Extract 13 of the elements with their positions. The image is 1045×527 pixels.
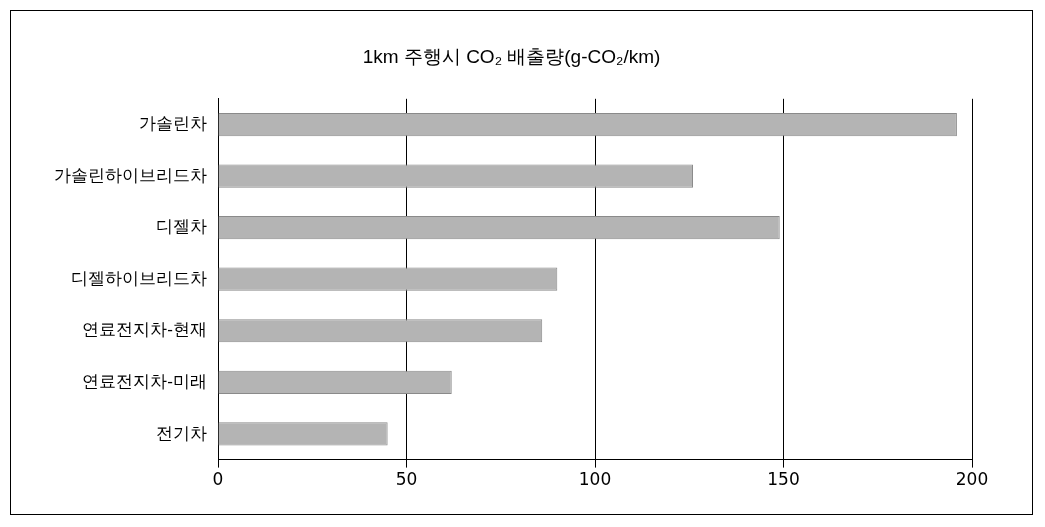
- y-tick-label: 연료전지차-현재: [82, 320, 207, 340]
- x-tick-label: 0: [212, 469, 224, 490]
- x-tick-label: 150: [767, 469, 800, 490]
- y-tick-label: 가솔린하이브리드차: [54, 165, 207, 185]
- chart-title: 1km 주행시 CO₂ 배출량(g-CO₂/km): [362, 45, 661, 67]
- x-tick-label: 100: [578, 469, 612, 490]
- y-tick-label: 연료전지차-미래: [82, 371, 207, 391]
- y-tick-label: 디젤차: [156, 217, 207, 237]
- y-tick-label: 디젤하이브리드차: [71, 268, 207, 288]
- y-tick-label: 가솔린차: [139, 114, 207, 134]
- x-tick-label: 200: [955, 469, 989, 490]
- x-tick-label: 50: [395, 469, 418, 490]
- y-tick-label: 전기차: [156, 423, 207, 443]
